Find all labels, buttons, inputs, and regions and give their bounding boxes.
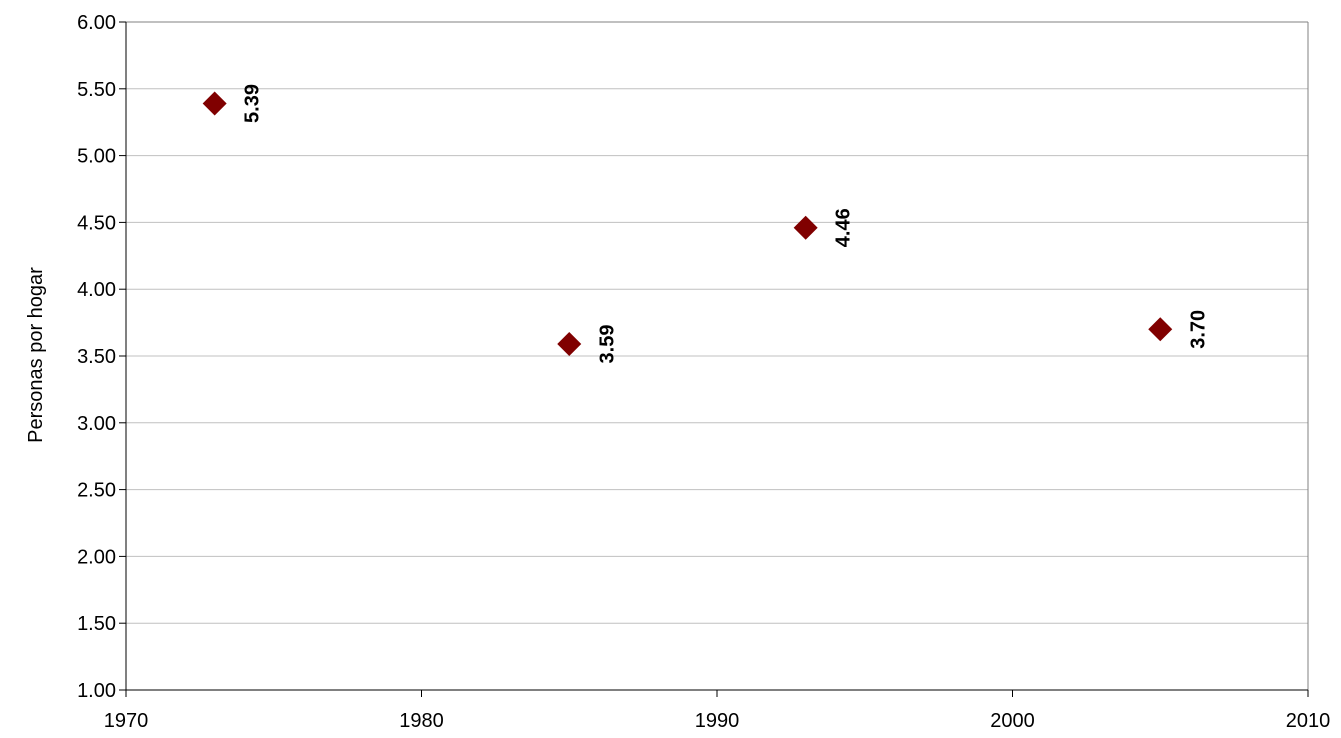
x-tick-label: 1980 — [399, 710, 444, 732]
data-point-marker — [557, 331, 582, 356]
x-tick-label: 2000 — [990, 710, 1035, 732]
y-tick-label: 3.00 — [77, 413, 116, 435]
data-label: 5.39 — [242, 84, 264, 123]
y-tick-label: 2.00 — [77, 546, 116, 568]
data-point-marker — [1148, 317, 1173, 342]
grid — [126, 21, 1308, 624]
y-tick-label: 1.50 — [77, 613, 116, 635]
axes: 1.00 1.50 2.00 2.50 3.00 3.50 4.00 4.50 5.00 5.50… — [77, 12, 1330, 732]
y-axis-title: Personas por hogar — [25, 267, 47, 443]
data-point-marker — [202, 91, 227, 116]
y-tick-label: 5.00 — [77, 146, 116, 168]
y-tick-label: 2.50 — [77, 480, 116, 502]
y-tick-label: 5.50 — [77, 79, 116, 101]
x-tick-label: 2010 — [1286, 710, 1331, 732]
data-label: 3.70 — [1187, 310, 1209, 349]
y-tick-label: 6.00 — [77, 12, 116, 34]
data-label: 4.46 — [833, 208, 855, 247]
y-tick-label: 4.00 — [77, 279, 116, 301]
x-tick-label: 1990 — [695, 710, 740, 732]
data-label: 3.59 — [596, 325, 618, 364]
y-tick-label: 4.50 — [77, 212, 116, 234]
x-tick-label: 1970 — [104, 710, 149, 732]
data-point-marker — [793, 215, 818, 240]
data-points: 5.39 3.59 4.46 3.70 — [202, 84, 1209, 364]
y-tick-label: 1.00 — [77, 680, 116, 702]
y-tick-label: 3.50 — [77, 346, 116, 368]
